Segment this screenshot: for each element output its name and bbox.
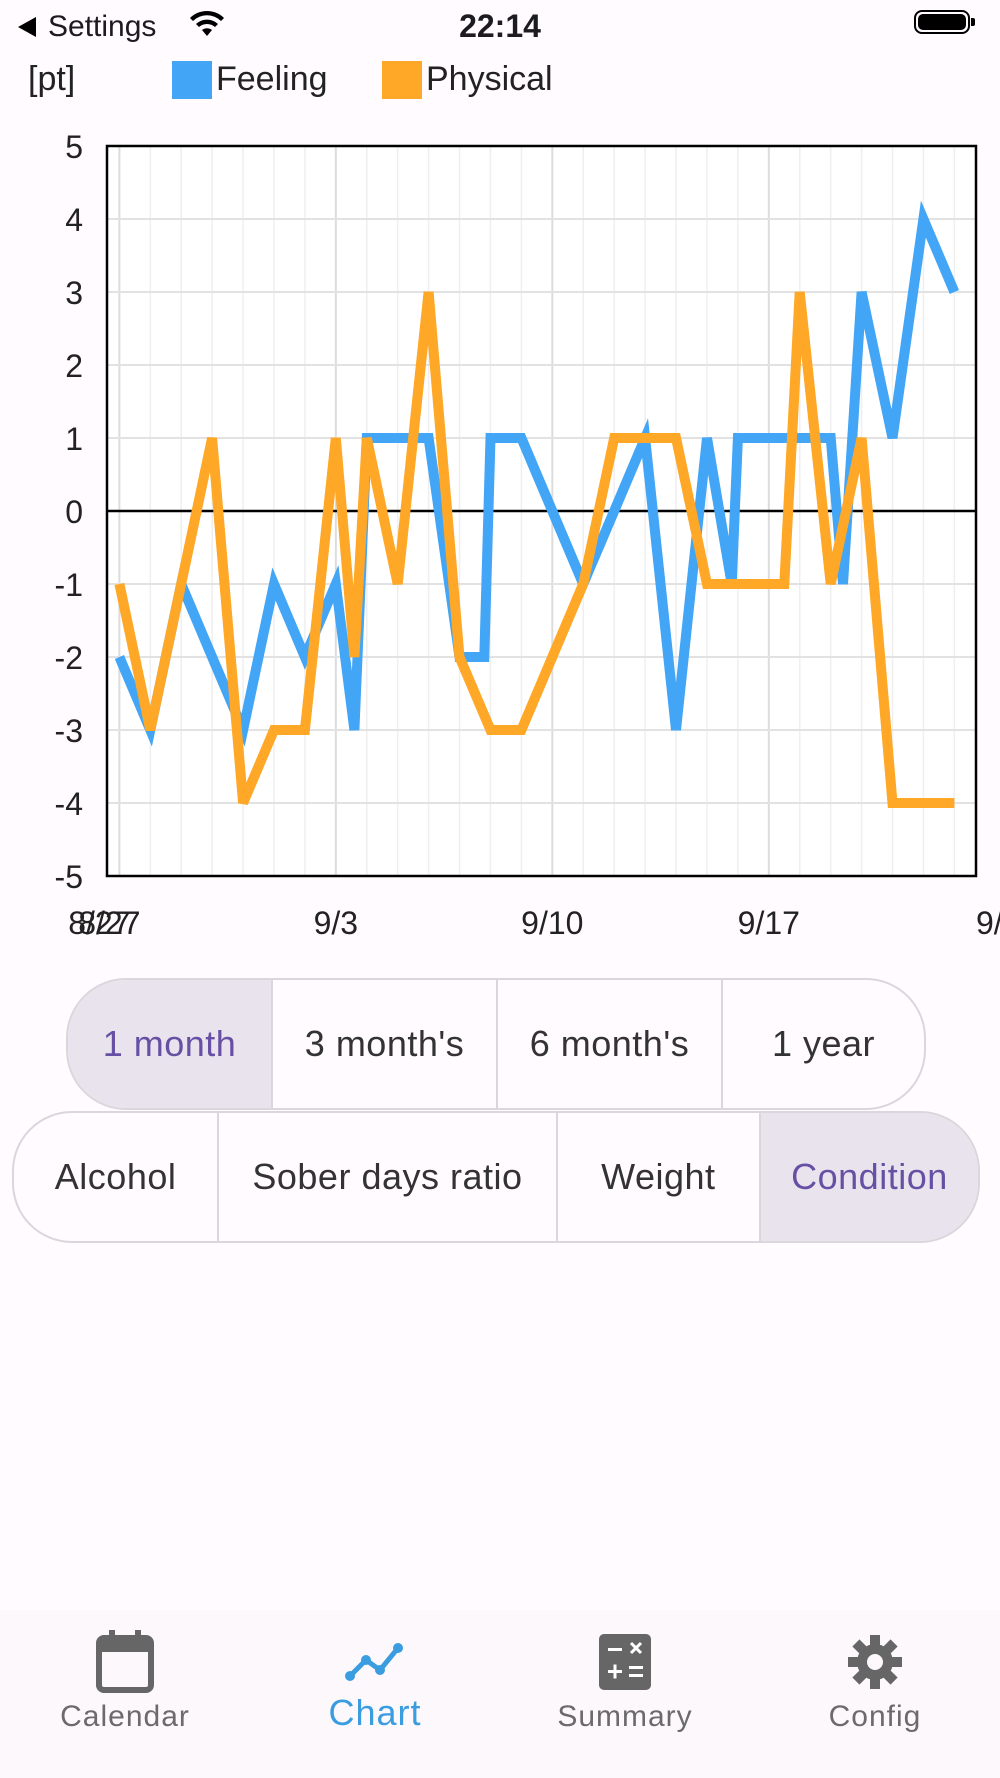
back-to-settings[interactable]: Settings (18, 10, 156, 44)
range-1-month-button[interactable]: 1 month (68, 980, 272, 1108)
calendar-icon (96, 1630, 154, 1693)
x-tick-label: 9/17 (738, 905, 800, 941)
y-tick-label: -2 (55, 640, 83, 676)
range-3-months-button[interactable]: 3 month's (271, 980, 496, 1108)
legend-physical: Physical (382, 60, 553, 99)
x-tick-label: 9/3 (314, 905, 358, 941)
metric-condition-button[interactable]: Condition (758, 1113, 978, 1241)
nav-summary[interactable]: Summary (500, 1610, 750, 1778)
nav-label: Config (828, 1700, 922, 1733)
nav-calendar[interactable]: Calendar (0, 1610, 250, 1778)
y-tick-label: 3 (65, 275, 83, 311)
x-tick-label: 8/27 (78, 905, 140, 941)
legend-feeling: Feeling (172, 60, 328, 99)
x-tick-label: 9/10 (521, 905, 583, 941)
nav-chart[interactable]: Chart (250, 1610, 500, 1778)
back-arrow-icon (18, 17, 36, 37)
y-tick-label: -5 (55, 859, 83, 895)
series-line-feeling (114, 200, 960, 747)
metric-alcohol-button[interactable]: Alcohol (54, 1156, 177, 1197)
back-label: Settings (48, 10, 157, 43)
y-tick-label: -3 (55, 713, 83, 749)
gear-icon (848, 1635, 902, 1689)
series-line-physical (114, 291, 955, 808)
range-selector: 1 month 3 month's 6 month's 1 year (66, 978, 926, 1110)
y-tick-label: -1 (55, 567, 83, 603)
x-tick-label: 9/2 (976, 905, 1000, 941)
nav-label: Chart (328, 1692, 422, 1733)
status-bar: Settings 22:14 (0, 0, 1000, 52)
y-tick-label: 2 (65, 348, 83, 384)
legend-label: Feeling (216, 60, 328, 98)
legend-label: Physical (426, 60, 553, 98)
legend-swatch (382, 60, 422, 99)
y-tick-label: 5 (65, 130, 83, 165)
range-6-months-button[interactable]: 6 month's (496, 980, 721, 1108)
y-tick-label: 1 (65, 421, 83, 457)
calculator-icon (599, 1634, 651, 1690)
chart-icon (345, 1643, 403, 1681)
wifi-icon (190, 10, 224, 36)
nav-label: Calendar (60, 1700, 190, 1733)
legend-swatch (172, 60, 212, 99)
y-tick-label: 0 (65, 494, 83, 530)
y-tick-label: -4 (55, 786, 83, 822)
metric-weight-button[interactable]: Weight (555, 1113, 759, 1241)
y-tick-label: 4 (65, 202, 83, 238)
y-unit-label: [pt] (28, 60, 76, 98)
nav-config[interactable]: Config (750, 1610, 1000, 1778)
metric-sober-days-ratio-button[interactable]: Sober days ratio (217, 1113, 556, 1241)
bottom-navigation: Calendar Chart Summary (0, 1610, 1000, 1778)
nav-label: Summary (557, 1700, 693, 1733)
plot-frame (105, 144, 978, 878)
metric-selector: Alcohol Sober days ratio Weight Conditio… (12, 1111, 980, 1243)
battery-icon (914, 10, 975, 34)
condition-line-chart: 5 4 3 2 1 0 -1 -2 -3 -4 -5 8/278/27 9/3 9/10 9/17 9/2 (55, 130, 1000, 941)
x-tick-label: 8/27 (68, 905, 130, 941)
range-1-year-button[interactable]: 1 year (720, 980, 924, 1108)
